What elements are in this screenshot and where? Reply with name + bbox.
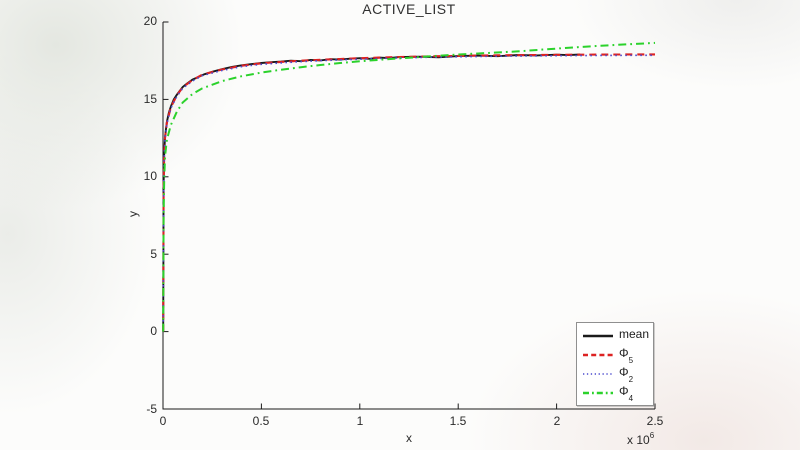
multiplier-exponent: 6 [649,431,655,440]
legend-line-phi5 [583,353,613,356]
y-tick-label-neg5: -5 [146,402,157,416]
y-tick-label-20: 20 [143,14,157,28]
legend-box: mean Φ5 Φ2 Φ4 [576,322,654,406]
legend-line-phi2 [583,372,613,375]
series-mean [162,53,581,332]
y-axis-label: y [126,211,140,217]
y-tick-label-15: 15 [143,92,157,106]
x-tick-label-1-5: 1.5 [449,414,467,428]
x-tick-label-1: 1 [356,414,364,428]
legend-line-phi4 [583,391,613,394]
y-tick-label-0: 0 [150,324,157,338]
x-tick-label-0: 0 [159,414,167,428]
x-tick-label-2: 2 [553,414,561,428]
legend-label-mean-text: mean [619,327,650,342]
legend-label-phi2-text: Φ [619,365,629,380]
legend-item-phi5: Φ5 [577,345,653,365]
series-phi2 [162,54,656,332]
legend-label-phi2-sub: 2 [628,374,634,384]
legend-label-phi2: Φ2 [619,365,634,384]
legend-item-mean: mean [577,326,653,345]
legend-label-mean: mean [619,327,649,343]
legend-label-phi4-sub: 4 [628,393,634,403]
multiplier-prefix: x 10 [627,433,650,447]
x-axis-label: x [406,431,412,445]
legend-line-mean [583,334,613,337]
y-tick-label-5: 5 [150,247,157,261]
x-tick-label-2-5: 2.5 [646,414,664,428]
series-phi5 [162,53,656,332]
legend-label-phi5-sub: 5 [628,355,634,365]
series-phi4 [162,41,656,332]
legend-label-phi5: Φ5 [619,346,634,365]
legend-item-phi2: Φ2 [577,364,653,384]
legend-item-phi4: Φ4 [577,383,653,403]
x-tick-label-0-5: 0.5 [252,414,270,428]
legend-label-phi4: Φ4 [619,384,634,403]
legend-label-phi5-text: Φ [619,346,629,361]
x-axis-multiplier: x 106 [627,430,654,447]
y-tick-label-10: 10 [143,169,157,183]
plot-title: ACTIVE_LIST [362,1,456,17]
legend-label-phi4-text: Φ [619,384,629,399]
